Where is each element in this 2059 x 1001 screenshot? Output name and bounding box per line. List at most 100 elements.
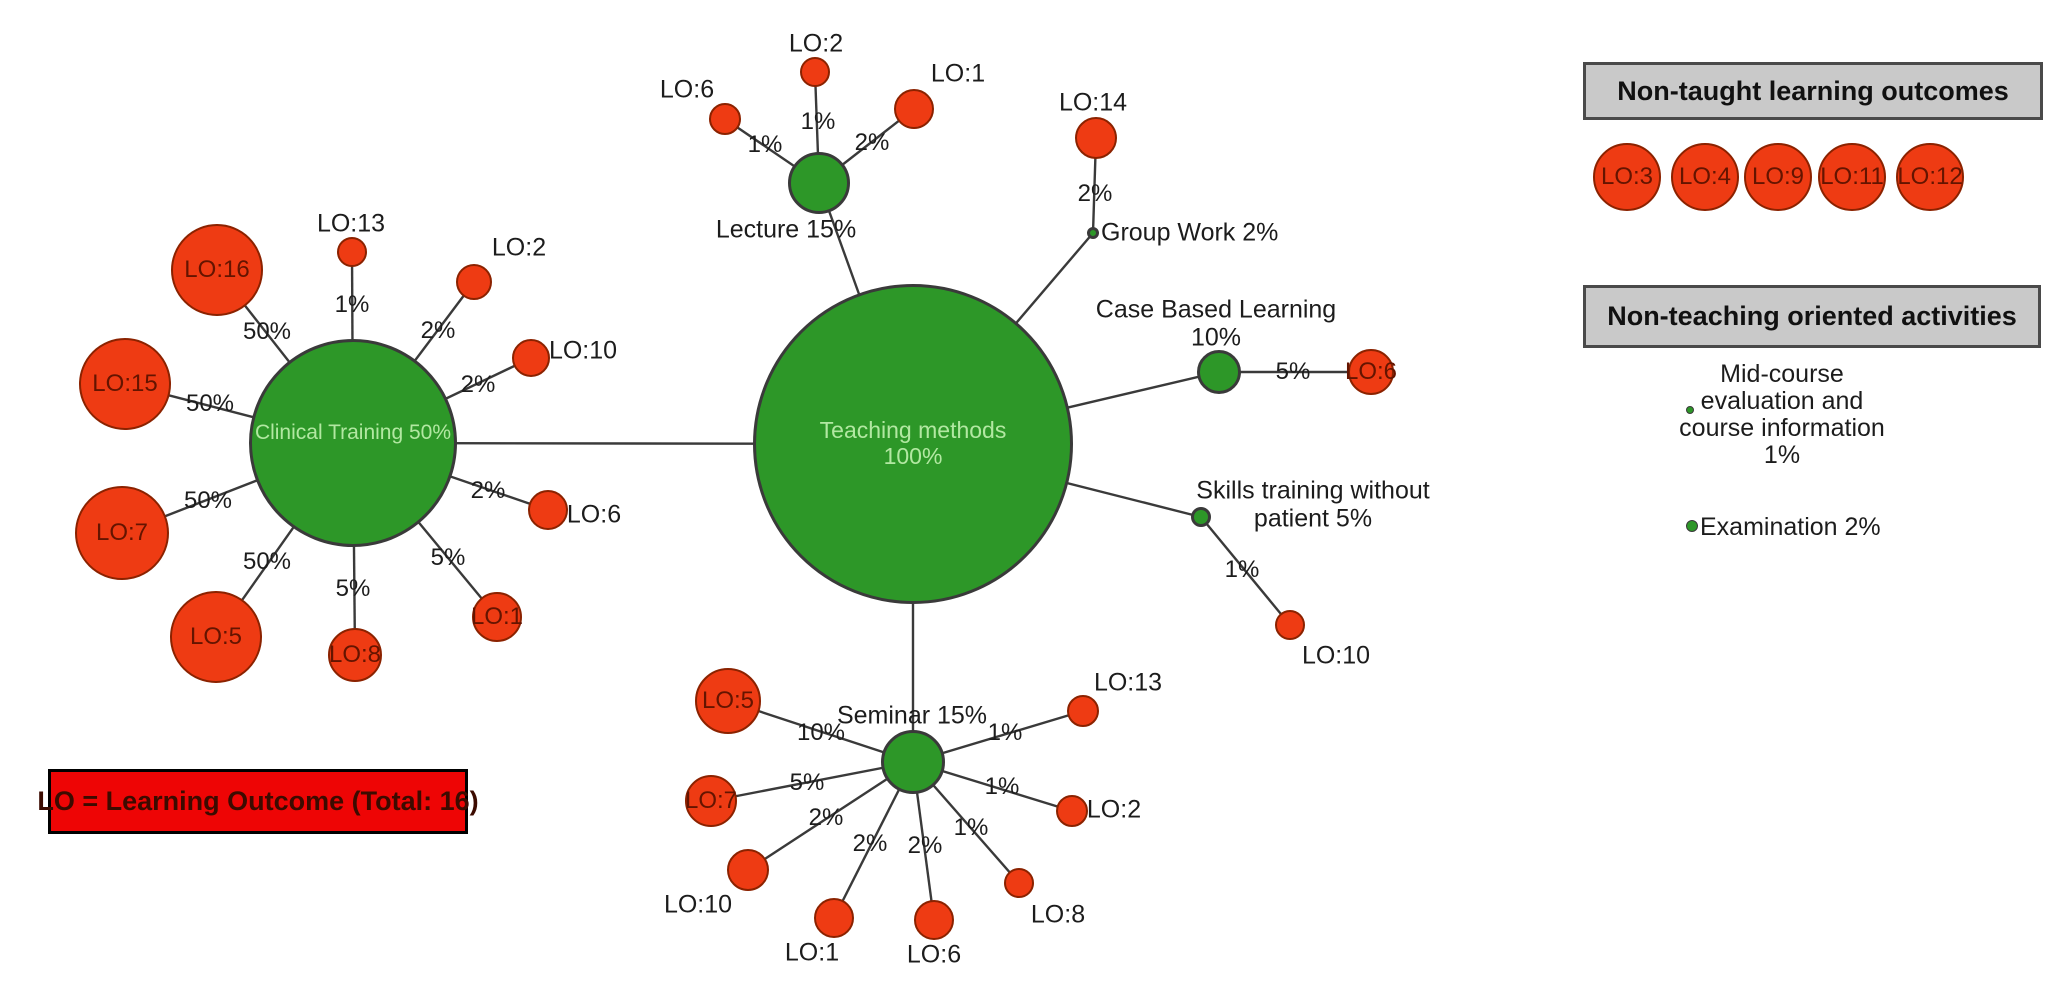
node-lec-lo1 [894,89,934,129]
non-teaching-activities-header: Non-teaching oriented activities [1583,285,2041,348]
label-gw-lo14: LO:14 [1059,89,1127,117]
node-cb-lo6: LO:6 [1345,349,1397,395]
node-sem-lo5: LO:5 [695,668,761,734]
node-ct-lo7: LO:7 [75,486,169,580]
edge-label-lecture-lec-lo1: 2% [854,129,890,156]
node-clinical: Clinical Training 50% [249,339,457,547]
label-line: LO:6 [906,940,962,969]
edge-label-case-based-cb-lo6: 5% [1275,358,1311,385]
edge-label-seminar-sem-lo7: 5% [789,769,825,796]
node-nt-lo4: LO:4 [1671,143,1739,211]
label-line: LO:2 [491,233,547,262]
label-line: 10% [1190,323,1242,351]
label-line: Skills training without [1196,476,1430,505]
midcourse-line: Mid-course [1720,360,1844,388]
node-sem-lo7: LO:7 [685,775,737,827]
midcourse-line: evaluation and [1700,387,1864,415]
label-ct-lo6: LO:6 [567,501,621,529]
label-lec-lo2: LO:2 [789,30,843,58]
legend-text: LO = Learning Outcome (Total: 16) [37,786,479,816]
node-text: LO:5 [189,622,243,650]
edge-label-lecture-lec-lo6: 1% [747,131,783,158]
edge-label-clinical-ct-lo2: 2% [420,317,456,344]
label-line: LO:10 [1301,641,1371,670]
node-text: LO:7 [95,518,149,546]
node-case-based [1197,350,1241,394]
label-line: LO:1 [784,938,840,967]
edge-label-clinical-ct-lo13: 1% [334,291,370,318]
edge-label-seminar-sem-lo6: 2% [907,832,943,859]
node-ct-lo2 [456,264,492,300]
node-lecture [788,152,850,214]
label-line: LO:6 [566,500,622,529]
edge-label-clinical-ct-lo1: 5% [430,544,466,571]
label-line: LO:8 [1030,900,1086,929]
edge-label-seminar-sem-lo8: 1% [953,814,989,841]
label-line: LO:10 [663,890,733,919]
node-nt-lo9: LO:9 [1744,143,1812,211]
edge-label-clinical-ct-lo15: 50% [185,390,235,417]
edge-label-clinical-ct-lo5: 50% [242,548,292,575]
edge-seminar-sem-lo10 [747,760,914,872]
node-text: LO:4 [1678,162,1732,190]
edge-seminar-sem-lo7 [710,760,914,803]
midcourse-evaluation-label: Mid-course evaluation and course informa… [1642,361,1922,469]
label-line: LO:14 [1058,88,1128,117]
node-ct-lo16: LO:16 [171,224,263,316]
label-sem-lo1: LO:1 [785,939,839,967]
node-seminar [881,730,945,794]
edge-label-skills-sk-lo10: 1% [1224,556,1260,583]
label-seminar: Seminar 15% [837,702,987,730]
edge-label-seminar-sem-lo1: 2% [852,830,888,857]
node-text: LO:11 [1820,162,1884,190]
edge-label-clinical-ct-lo8: 5% [335,575,371,602]
node-text: LO:7 [684,786,738,814]
label-sem-lo8: LO:8 [1031,901,1085,929]
label-line: LO:13 [316,209,386,238]
label-line: LO:2 [788,29,844,58]
node-exam-dot [1686,520,1698,532]
label-line: Seminar 15% [836,701,988,730]
node-group-work [1087,227,1099,239]
node-gw-lo14 [1075,117,1117,159]
label-line: LO:10 [548,336,618,365]
midcourse-line: 1% [1763,441,1801,469]
node-skills [1191,507,1211,527]
label-lecture: Lecture 15% [716,216,856,244]
node-lec-lo2 [800,57,830,87]
label-lec-lo1: LO:1 [931,60,985,88]
edge-label-clinical-ct-lo10: 2% [460,371,496,398]
edge-label-seminar-sem-lo13: 1% [987,719,1023,746]
node-text: LO:5 [701,686,755,714]
node-nt-lo12: LO:12 [1896,143,1964,211]
label-line: Case Based Learning [1095,295,1337,324]
label-line: LO:6 [659,75,715,104]
edge-label-clinical-ct-lo16: 50% [242,318,292,345]
legend-box: LO = Learning Outcome (Total: 16) [37,769,479,834]
node-text: LO:16 [184,255,250,283]
non-taught-learning-outcomes-header: Non-taught learning outcomes [1583,62,2043,120]
midcourse-line: course information [1679,414,1885,442]
node-sem-lo6 [914,900,954,940]
label-line: LO:1 [930,59,986,88]
node-text: Clinical Training 50% [254,421,452,445]
node-text: LO:12 [1897,162,1963,190]
label-sem-lo13: LO:13 [1094,669,1162,697]
node-text: 100% [883,443,943,469]
node-nt-lo11: LO:11 [1818,143,1886,211]
node-ct-lo1: LO:1 [471,592,523,642]
node-sem-lo2 [1056,795,1088,827]
node-ct-lo5: LO:5 [170,591,262,683]
node-lec-lo6 [709,103,741,135]
label-line: patient 5% [1253,504,1373,532]
node-ct-lo13 [337,237,367,267]
node-mid-dot [1686,406,1694,414]
edge-label-group-work-gw-lo14: 2% [1077,180,1113,207]
edge-label-clinical-ct-lo6: 2% [470,477,506,504]
label-ct-lo10: LO:10 [549,337,617,365]
label-line: LO:13 [1093,668,1163,697]
node-ct-lo8: LO:8 [328,628,382,682]
label-case-based: Case Based Learning 10% [1095,295,1337,352]
